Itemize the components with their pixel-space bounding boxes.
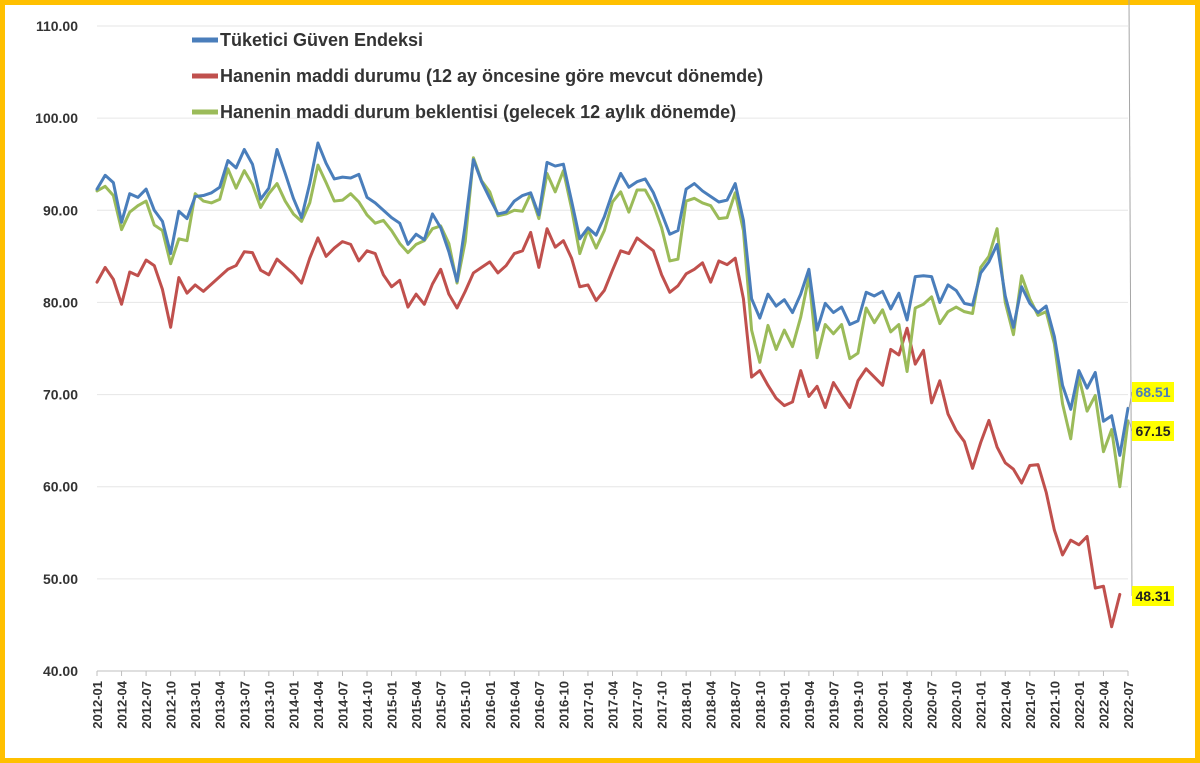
series-line-hanenin-beklentisi bbox=[95, 156, 1130, 489]
x-tick-label: 2018-01 bbox=[679, 681, 694, 729]
y-tick-label: 100.00 bbox=[35, 110, 78, 126]
x-tick-label: 2019-01 bbox=[777, 681, 792, 729]
y-tick-label: 70.00 bbox=[43, 387, 78, 403]
end-labels: 68.51 67.15 48.31 bbox=[1128, 0, 1174, 606]
x-tick-label: 2019-10 bbox=[851, 681, 866, 729]
x-tick-label: 2021-01 bbox=[974, 681, 989, 729]
x-tick-label: 2020-01 bbox=[876, 681, 891, 729]
x-tick-label: 2016-07 bbox=[532, 681, 547, 729]
x-tick-label: 2013-04 bbox=[213, 680, 228, 728]
x-tick-label: 2014-01 bbox=[286, 681, 301, 729]
end-label-hanenin-beklentisi-box bbox=[1132, 421, 1174, 441]
x-tick-label: 2014-07 bbox=[335, 681, 350, 729]
x-tick-label: 2012-07 bbox=[139, 681, 154, 729]
x-tick-label: 2017-04 bbox=[606, 680, 621, 728]
x-tick-label: 2015-04 bbox=[409, 680, 424, 728]
x-tick-label: 2013-07 bbox=[237, 681, 252, 729]
x-tick-label: 2015-07 bbox=[434, 681, 449, 729]
x-tick-label: 2022-07 bbox=[1121, 681, 1136, 729]
end-label-tuketici-guven: 68.51 bbox=[1135, 384, 1170, 400]
x-tick-label: 2017-01 bbox=[581, 681, 596, 729]
series-line-tuketici-guven bbox=[95, 141, 1130, 457]
x-tick-label: 2015-10 bbox=[458, 681, 473, 729]
x-tick-label: 2018-10 bbox=[753, 681, 768, 729]
x-tick-label: 2016-10 bbox=[556, 681, 571, 729]
x-tick-label: 2018-07 bbox=[728, 681, 743, 729]
legend: Tüketici Güven Endeksi Hanenin maddi duru… bbox=[192, 30, 763, 122]
end-label-tuketici-guven-box bbox=[1132, 382, 1174, 402]
x-tick-label: 2014-04 bbox=[311, 680, 326, 728]
end-label-hanenin-beklentisi: 67.15 bbox=[1135, 423, 1170, 439]
x-tick-label: 2021-04 bbox=[998, 680, 1013, 728]
legend-item-hanenin-beklentisi: Hanenin maddi durum beklentisi (gelecek … bbox=[220, 102, 736, 122]
y-tick-label: 60.00 bbox=[43, 479, 78, 495]
x-axis: 2012-01 2012-04 2012-07 2012-10 2013-01 2013-… bbox=[90, 671, 1136, 729]
x-tick-label: 2021-10 bbox=[1047, 681, 1062, 729]
y-tick-label: 40.00 bbox=[43, 663, 78, 679]
x-tick-label: 2012-01 bbox=[90, 681, 105, 729]
legend-item-tuketici-guven: Tüketici Güven Endeksi bbox=[220, 30, 423, 50]
series-line-hanenin-maddi-durumu bbox=[95, 227, 1122, 629]
x-tick-label: 2020-07 bbox=[925, 681, 940, 729]
y-tick-label: 90.00 bbox=[43, 202, 78, 218]
x-tick-label: 2019-07 bbox=[826, 681, 841, 729]
x-tick-label: 2020-04 bbox=[900, 680, 915, 728]
x-tick-label: 2012-10 bbox=[164, 681, 179, 729]
end-label-hanenin-maddi-durumu-leader bbox=[1128, 0, 1133, 597]
y-tick-label: 110.00 bbox=[36, 18, 78, 34]
y-axis: 40.00 50.00 60.00 70.00 80.00 90.00 100.00 110.… bbox=[35, 18, 78, 679]
x-tick-label: 2013-01 bbox=[188, 681, 203, 729]
x-tick-label: 2016-01 bbox=[483, 681, 498, 729]
legend-item-hanenin-maddi-durumu: Hanenin maddi durumu (12 ay öncesine gör… bbox=[220, 66, 763, 86]
x-tick-label: 2013-10 bbox=[262, 681, 277, 729]
x-tick-label: 2012-04 bbox=[115, 680, 130, 728]
x-tick-label: 2022-01 bbox=[1072, 681, 1087, 729]
end-label-hanenin-maddi-durumu: 48.31 bbox=[1135, 588, 1170, 604]
x-tick-label: 2019-04 bbox=[802, 680, 817, 728]
x-tick-label: 2014-10 bbox=[360, 681, 375, 729]
x-tick-label: 2017-07 bbox=[630, 681, 645, 729]
x-tick-label: 2022-04 bbox=[1096, 680, 1111, 728]
x-tick-label: 2016-04 bbox=[507, 680, 522, 728]
gridlines bbox=[97, 25, 1128, 672]
x-tick-label: 2017-10 bbox=[655, 681, 670, 729]
series-lines bbox=[95, 141, 1130, 629]
y-tick-label: 80.00 bbox=[43, 294, 78, 310]
end-label-hanenin-maddi-durumu-box bbox=[1132, 586, 1174, 606]
x-tick-label: 2020-10 bbox=[949, 681, 964, 729]
x-tick-label: 2018-04 bbox=[704, 680, 719, 728]
x-tick-label: 2021-07 bbox=[1023, 681, 1038, 729]
y-tick-label: 50.00 bbox=[43, 571, 78, 587]
x-tick-label: 2015-01 bbox=[385, 681, 400, 729]
end-label-tuketici-guven-leader bbox=[1128, 391, 1133, 409]
